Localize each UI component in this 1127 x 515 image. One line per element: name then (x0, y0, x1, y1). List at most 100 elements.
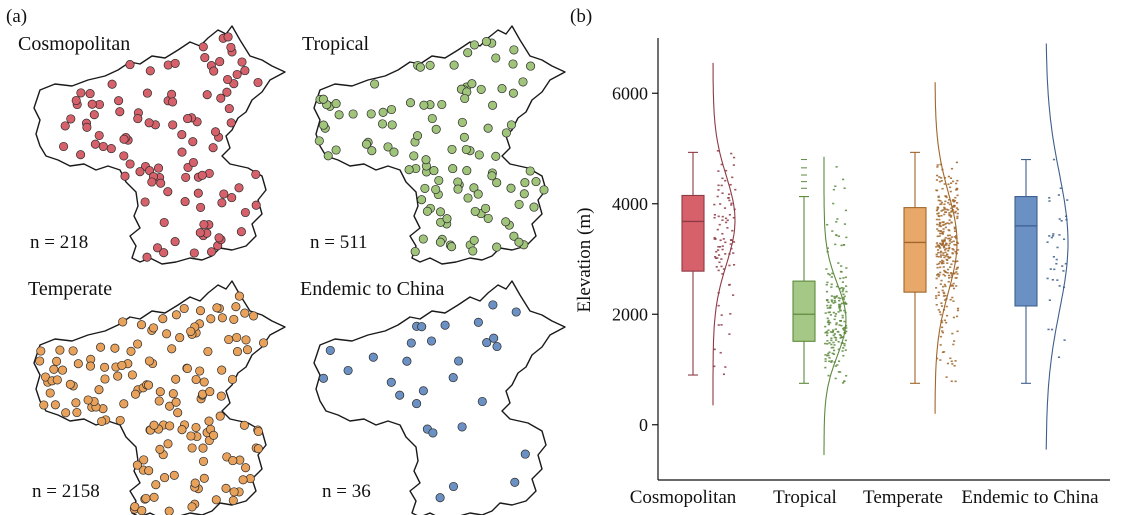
occurrence-dot (153, 163, 164, 173)
occurrence-dot (168, 120, 178, 130)
occurrence-dot (162, 329, 172, 339)
density-curve (934, 82, 958, 414)
occurrence-dot (186, 431, 196, 441)
occurrence-dot (89, 110, 99, 120)
occurrence-dot (186, 326, 196, 336)
occurrence-dot (241, 463, 251, 473)
occurrence-dot (87, 99, 97, 109)
occurrence-dot (251, 169, 261, 179)
occurrence-dot (506, 183, 516, 193)
occurrence-dot (158, 314, 168, 324)
occurrence-dot (168, 97, 178, 107)
occurrence-dot (200, 53, 210, 63)
occurrence-dot (419, 100, 429, 110)
box (681, 194, 705, 272)
occurrence-dot (214, 233, 224, 243)
occurrence-dot (94, 385, 104, 395)
occurrence-dot (171, 374, 181, 384)
category-labels: Cosmopolitan Tropical Temperate Endemic to … (630, 487, 1099, 508)
occurrence-dot (168, 389, 178, 399)
occurrence-dot (501, 128, 511, 138)
occurrence-dot (510, 477, 520, 487)
occurrence-dot (115, 107, 125, 117)
occurrence-dot (497, 84, 507, 94)
occurrence-dot (212, 303, 222, 313)
occurrence-dot (449, 60, 459, 70)
map-title: Cosmopolitan (18, 33, 130, 55)
region-outline (313, 25, 566, 265)
occurrence-dot (518, 77, 528, 87)
occurrence-dot (205, 387, 215, 397)
occurrence-dot (199, 473, 209, 483)
occurrence-dot (177, 425, 187, 435)
occurrence-dot (119, 399, 129, 409)
occurrence-dot (209, 430, 219, 440)
occurrence-dot (253, 426, 263, 437)
occurrence-dot (448, 373, 458, 383)
occurrence-dot (151, 480, 161, 490)
occurrence-dot (39, 400, 49, 410)
occurrence-dot (415, 62, 425, 72)
occurrence-dot (460, 93, 470, 104)
occurrence-dot (431, 124, 441, 134)
occurrence-dot (463, 193, 473, 203)
occurrence-dot (429, 166, 439, 176)
occurrence-dot (144, 356, 154, 366)
occurrence-dot (90, 139, 100, 149)
occurrence-dot (223, 32, 233, 42)
occurrence-dot (492, 341, 502, 352)
occurrence-dot (96, 342, 106, 352)
occurrence-dot (425, 60, 435, 70)
occurrence-dot (177, 147, 187, 157)
occurrence-dot (457, 422, 467, 432)
occurrence-dot (142, 252, 152, 262)
occurrence-dot (395, 390, 405, 400)
occurrence-dot (188, 137, 198, 147)
map-title: Temperate (28, 278, 112, 300)
occurrence-dot (348, 109, 358, 119)
occurrence-dot (195, 366, 205, 376)
occurrence-dot (229, 487, 239, 497)
occurrence-dot (195, 306, 206, 316)
occurrence-dot (489, 333, 499, 343)
occurrence-dot (180, 197, 190, 207)
occurrence-dot (481, 37, 491, 47)
occurrence-dot (117, 360, 127, 370)
occurrence-dot (242, 345, 253, 355)
occurrence-dot (155, 387, 165, 397)
panel-a-label: (a) (6, 6, 27, 27)
occurrence-dot (145, 66, 155, 76)
occurrence-dot (483, 213, 493, 223)
occurrence-dot (236, 227, 246, 237)
occurrence-dot (448, 481, 459, 492)
occurrence-dot (412, 399, 422, 409)
occurrence-dot (183, 114, 193, 124)
elevation-boxplot: Elevation (m) 0 2000 4000 6000 Cosmopolitan… (574, 38, 1110, 508)
occurrence-dot (457, 117, 467, 127)
occurrence-dot (526, 61, 536, 71)
occurrence-dot (133, 114, 143, 124)
series-cosmopolitan (681, 62, 737, 406)
occurrence-dot (57, 365, 68, 375)
occurrence-dot (210, 127, 221, 137)
occurrence-dot (409, 151, 419, 161)
occurrence-dot (343, 365, 353, 376)
occurrence-dot (113, 371, 123, 381)
occurrence-dot (421, 155, 431, 165)
occurrence-dot (492, 178, 502, 188)
occurrence-dot (520, 449, 530, 459)
occurrence-dot (85, 89, 95, 99)
occurrence-dot (234, 183, 244, 193)
occurrence-dot (160, 473, 170, 483)
occurrence-dot (431, 184, 441, 195)
occurrence-dot (477, 396, 487, 407)
occurrence-dot (143, 380, 154, 390)
occurrence-dot (115, 415, 125, 425)
occurrence-dot (248, 311, 259, 321)
occurrence-dot (469, 235, 479, 245)
occurrence-dot (219, 189, 229, 199)
occurrence-dot (221, 483, 231, 493)
occurrence-dot (488, 100, 498, 110)
occurrence-dot (410, 247, 420, 257)
category-label: Endemic to China (961, 487, 1099, 508)
